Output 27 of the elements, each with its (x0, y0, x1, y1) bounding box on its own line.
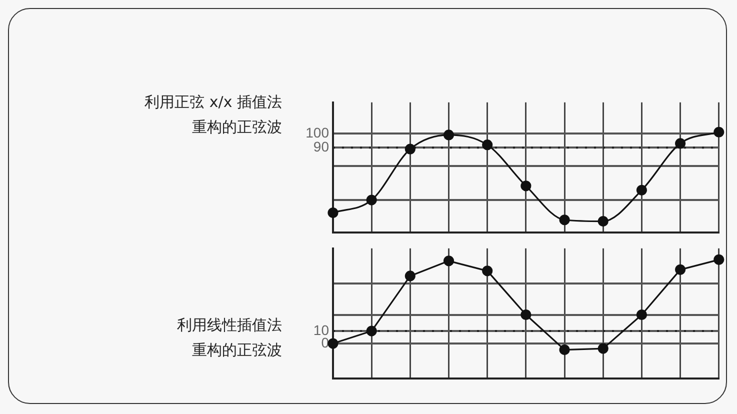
y-tick-label: 10 (313, 322, 330, 338)
point (598, 216, 608, 227)
point (328, 207, 338, 218)
point (366, 194, 377, 206)
point (520, 180, 532, 192)
text: 利用正弦 x/x 插值法重构的正弦波 (144, 92, 282, 138)
point (328, 338, 338, 349)
point (636, 309, 648, 320)
point (675, 138, 686, 149)
point (559, 344, 570, 356)
y-tick-label: 90 (313, 138, 330, 155)
point (636, 184, 648, 196)
y-tick-label: 100 (306, 124, 330, 140)
point (404, 270, 416, 282)
point (520, 309, 532, 320)
point (714, 254, 724, 265)
point (714, 126, 724, 138)
point (598, 343, 608, 354)
point (366, 326, 377, 336)
point (482, 140, 493, 150)
point (482, 266, 493, 276)
point (675, 264, 686, 275)
text: 利用线性插值法重构的正弦波 (176, 315, 282, 361)
point (443, 256, 454, 266)
point (443, 130, 454, 140)
point (404, 144, 416, 154)
point (559, 214, 570, 226)
